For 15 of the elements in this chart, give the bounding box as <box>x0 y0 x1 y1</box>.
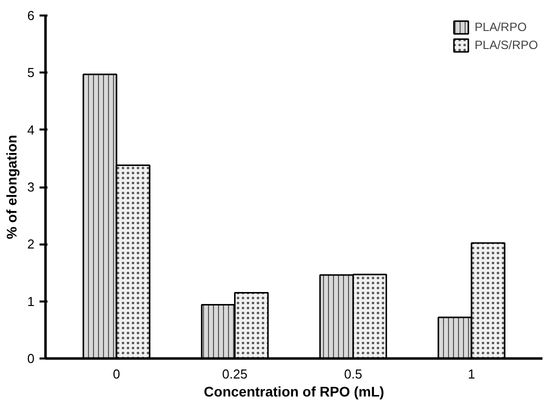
legend-label: PLA/RPO <box>474 20 527 34</box>
x-tick-label: 0 <box>112 366 120 382</box>
x-tick-label: 0.5 <box>344 366 362 382</box>
y-tick-label: 3 <box>27 180 35 194</box>
x-tick-label: 0.25 <box>222 366 248 382</box>
y-tick-label: 5 <box>27 65 35 80</box>
y-tick-label: 2 <box>27 236 35 252</box>
x-axis-title: Concentration of RPO (mL) <box>204 384 384 400</box>
y-tick-label: 6 <box>27 8 35 23</box>
y-axis-title: % of elongation <box>3 134 20 240</box>
y-tick-label: 0 <box>27 351 35 366</box>
y-tick-label: 4 <box>27 122 35 138</box>
y-tick-label: 1 <box>27 294 35 309</box>
legend-label: PLA/S/RPO <box>474 38 538 52</box>
x-tick-label: 1 <box>468 366 476 382</box>
